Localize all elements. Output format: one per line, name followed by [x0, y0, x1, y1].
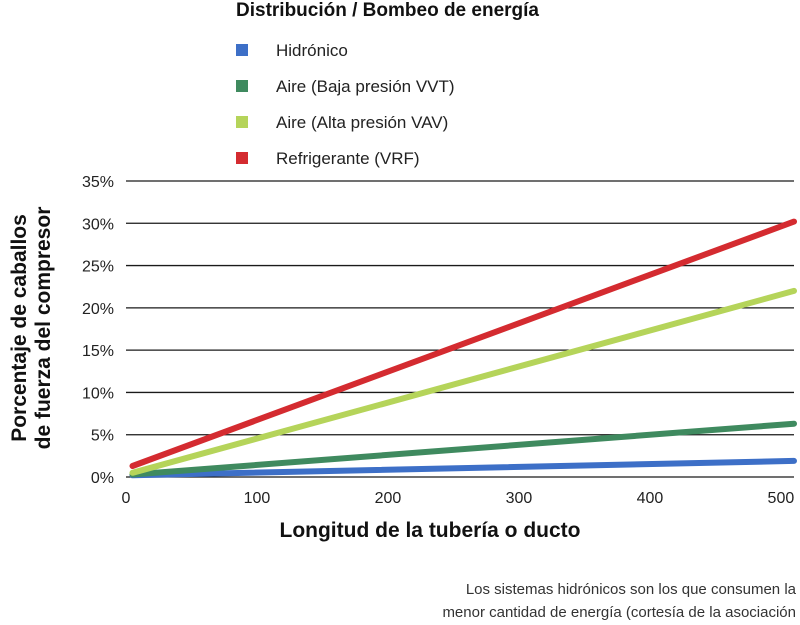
y-axis-title-line-2: de fuerza del compresor	[32, 207, 55, 450]
x-tick-label: 100	[244, 490, 271, 507]
series-line	[129, 457, 797, 479]
y-tick-label: 30%	[82, 216, 114, 233]
legend-swatch	[236, 80, 248, 92]
y-tick-label: 15%	[82, 343, 114, 360]
y-tick-label: 5%	[91, 428, 114, 445]
legend-label: Aire (Alta presión VAV)	[276, 113, 448, 132]
y-axis-title-line-1: Porcentaje de caballos	[8, 214, 31, 442]
x-tick-label: 300	[506, 490, 533, 507]
legend-swatch	[236, 116, 248, 128]
x-tick-label: 0	[122, 490, 131, 507]
y-tick-label: 35%	[82, 174, 114, 191]
legend-label: Refrigerante (VRF)	[276, 149, 420, 168]
x-axis: 0 100 200 300 400 500	[122, 490, 795, 507]
grid	[126, 180, 794, 478]
series-line	[129, 218, 797, 469]
y-tick-label: 10%	[82, 385, 114, 402]
series-line	[129, 287, 797, 476]
caption-line-1: Los sistemas hidrónicos son los que cons…	[466, 581, 797, 598]
series-line	[129, 420, 797, 478]
y-tick-label: 25%	[82, 259, 114, 276]
legend-label: Aire (Baja presión VVT)	[276, 77, 455, 96]
y-tick-label: 20%	[82, 301, 114, 318]
y-tick-label: 0%	[91, 470, 114, 487]
legend: Hidrónico Aire (Baja presión VVT) Aire (Al…	[236, 41, 455, 168]
x-tick-label: 200	[375, 490, 402, 507]
plot-area	[129, 218, 797, 479]
chart-title: Distribución / Bombeo de energía	[236, 0, 539, 21]
x-tick-label: 400	[637, 490, 664, 507]
caption-line-2: menor cantidad de energía (cortesía de l…	[442, 604, 796, 621]
y-axis: 0% 5% 10% 15% 20% 25% 30% 35%	[82, 174, 114, 487]
legend-swatch	[236, 44, 248, 56]
legend-swatch	[236, 152, 248, 164]
legend-label: Hidrónico	[276, 41, 348, 60]
x-axis-title: Longitud de la tubería o ducto	[280, 519, 581, 542]
x-tick-label: 500	[768, 490, 795, 507]
